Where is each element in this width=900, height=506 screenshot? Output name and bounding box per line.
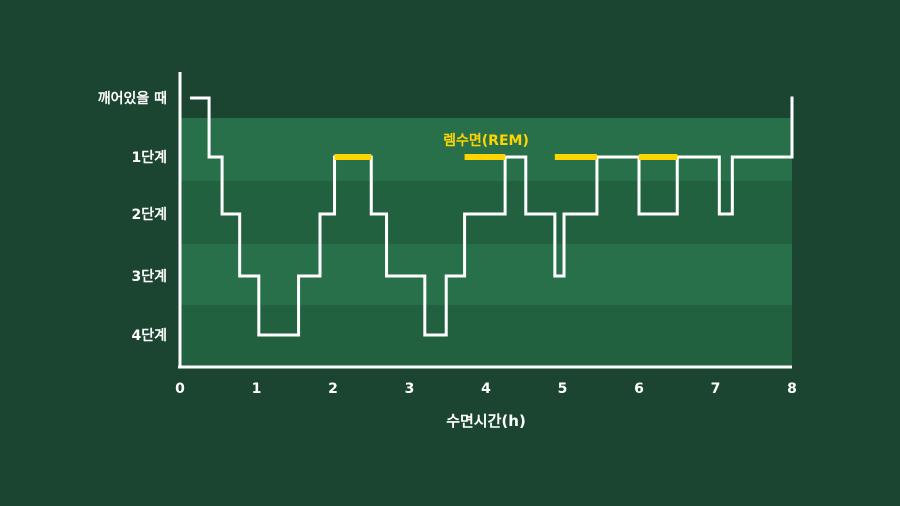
- y-label: 1단계: [131, 149, 167, 166]
- x-tick-label: 7: [711, 381, 721, 397]
- axes: [178, 72, 792, 369]
- y-label: 깨어있을 때: [98, 90, 167, 107]
- x-axis-ticks: 0 1 2 3 4 5 6 7 8: [175, 381, 797, 397]
- x-tick-label: 5: [558, 381, 568, 397]
- y-label: 4단계: [131, 327, 167, 344]
- rem-label: 렘수면(REM): [443, 132, 529, 149]
- x-axis-label: 수면시간(h): [446, 412, 526, 430]
- x-tick-label: 8: [787, 381, 797, 397]
- x-tick-label: 3: [405, 381, 415, 397]
- sleep-stage-line: [189, 96, 794, 337]
- x-tick-label: 0: [175, 381, 185, 397]
- series: [189, 96, 794, 337]
- x-tick-label: 1: [252, 381, 262, 397]
- x-tick-label: 4: [481, 381, 491, 397]
- band-3: [180, 244, 792, 305]
- x-tick-label: 2: [328, 381, 338, 397]
- x-tick-label: 6: [634, 381, 644, 397]
- y-label: 2단계: [131, 206, 167, 223]
- y-label: 3단계: [131, 268, 167, 285]
- band-1: [180, 118, 792, 181]
- y-axis-labels: 깨어있을 때 1단계 2단계 3단계 4단계: [98, 90, 167, 344]
